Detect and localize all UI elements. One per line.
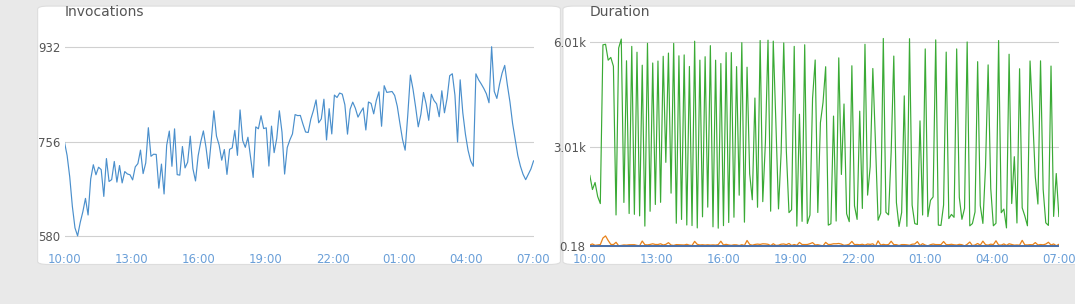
Text: Invocations: Invocations bbox=[64, 5, 144, 19]
Text: Duration: Duration bbox=[590, 5, 650, 19]
